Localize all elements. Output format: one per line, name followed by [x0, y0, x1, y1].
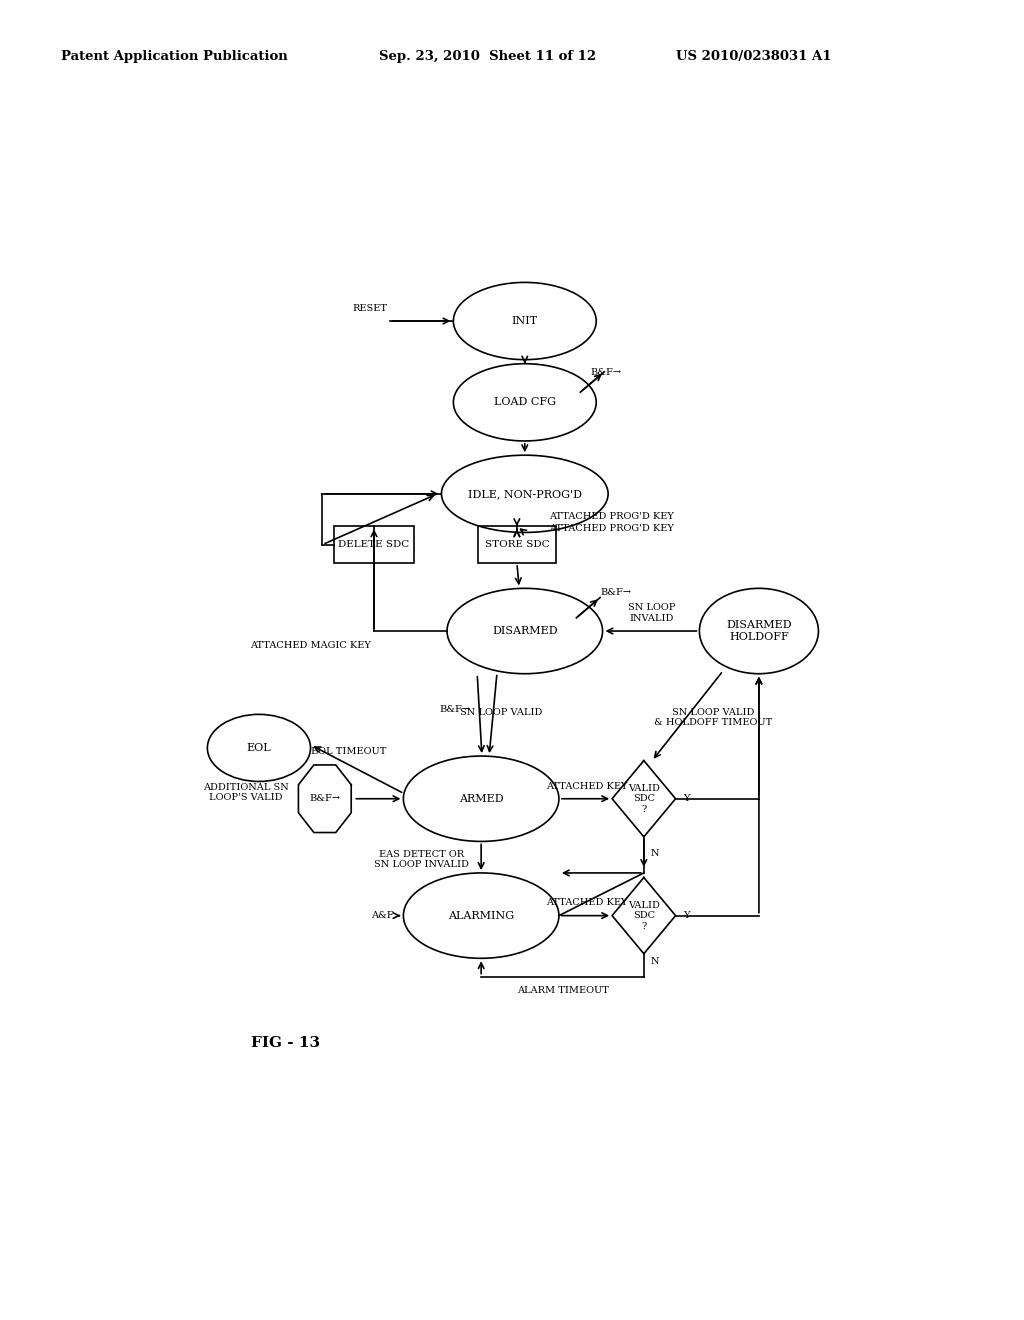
- Text: LOAD CFG: LOAD CFG: [494, 397, 556, 408]
- Text: SN LOOP VALID: SN LOOP VALID: [460, 708, 542, 717]
- Text: ATTACHED PROG'D KEY: ATTACHED PROG'D KEY: [549, 524, 674, 533]
- Text: US 2010/0238031 A1: US 2010/0238031 A1: [676, 50, 831, 63]
- Text: A&F: A&F: [371, 911, 393, 920]
- Text: N: N: [650, 849, 658, 858]
- Text: EOL TIMEOUT: EOL TIMEOUT: [311, 747, 386, 756]
- Text: Y: Y: [684, 911, 690, 920]
- Text: DISARMED
HOLDOFF: DISARMED HOLDOFF: [726, 620, 792, 642]
- Text: ALARMING: ALARMING: [449, 911, 514, 920]
- Text: ATTACHED KEY: ATTACHED KEY: [546, 781, 628, 791]
- Text: B&F→: B&F→: [440, 705, 471, 714]
- Text: SN LOOP
INVALID: SN LOOP INVALID: [628, 603, 676, 623]
- Text: VALID
SDC
?: VALID SDC ?: [628, 784, 659, 813]
- Text: Sep. 23, 2010  Sheet 11 of 12: Sep. 23, 2010 Sheet 11 of 12: [379, 50, 596, 63]
- Text: ATTACHED KEY: ATTACHED KEY: [546, 899, 628, 907]
- Text: B&F→: B&F→: [591, 368, 622, 378]
- Text: INIT: INIT: [512, 315, 538, 326]
- Text: STORE SDC: STORE SDC: [484, 540, 549, 549]
- Text: EOL: EOL: [247, 743, 271, 752]
- Text: RESET: RESET: [352, 304, 387, 313]
- Text: SN LOOP VALID
& HOLDOFF TIMEOUT: SN LOOP VALID & HOLDOFF TIMEOUT: [653, 708, 772, 727]
- Text: ATTACHED MAGIC KEY: ATTACHED MAGIC KEY: [250, 642, 371, 651]
- Text: IDLE, NON-PROG'D: IDLE, NON-PROG'D: [468, 488, 582, 499]
- Text: N: N: [650, 957, 658, 966]
- Text: ALARM TIMEOUT: ALARM TIMEOUT: [517, 986, 609, 995]
- Text: FIG - 13: FIG - 13: [251, 1036, 321, 1049]
- Text: Y: Y: [684, 795, 690, 804]
- Bar: [334, 527, 414, 562]
- Bar: [478, 527, 556, 562]
- Text: VALID
SDC
?: VALID SDC ?: [628, 900, 659, 931]
- Text: ATTACHED PROG'D KEY: ATTACHED PROG'D KEY: [549, 512, 674, 521]
- Text: DELETE SDC: DELETE SDC: [338, 540, 410, 549]
- Text: ADDITIONAL SN
LOOP'S VALID: ADDITIONAL SN LOOP'S VALID: [203, 783, 289, 803]
- Text: B&F→: B&F→: [309, 795, 340, 804]
- Text: DISARMED: DISARMED: [492, 626, 558, 636]
- Text: EAS DETECT OR
SN LOOP INVALID: EAS DETECT OR SN LOOP INVALID: [374, 850, 469, 870]
- Text: Patent Application Publication: Patent Application Publication: [61, 50, 288, 63]
- Text: B&F→: B&F→: [600, 589, 631, 598]
- Text: ARMED: ARMED: [459, 793, 504, 804]
